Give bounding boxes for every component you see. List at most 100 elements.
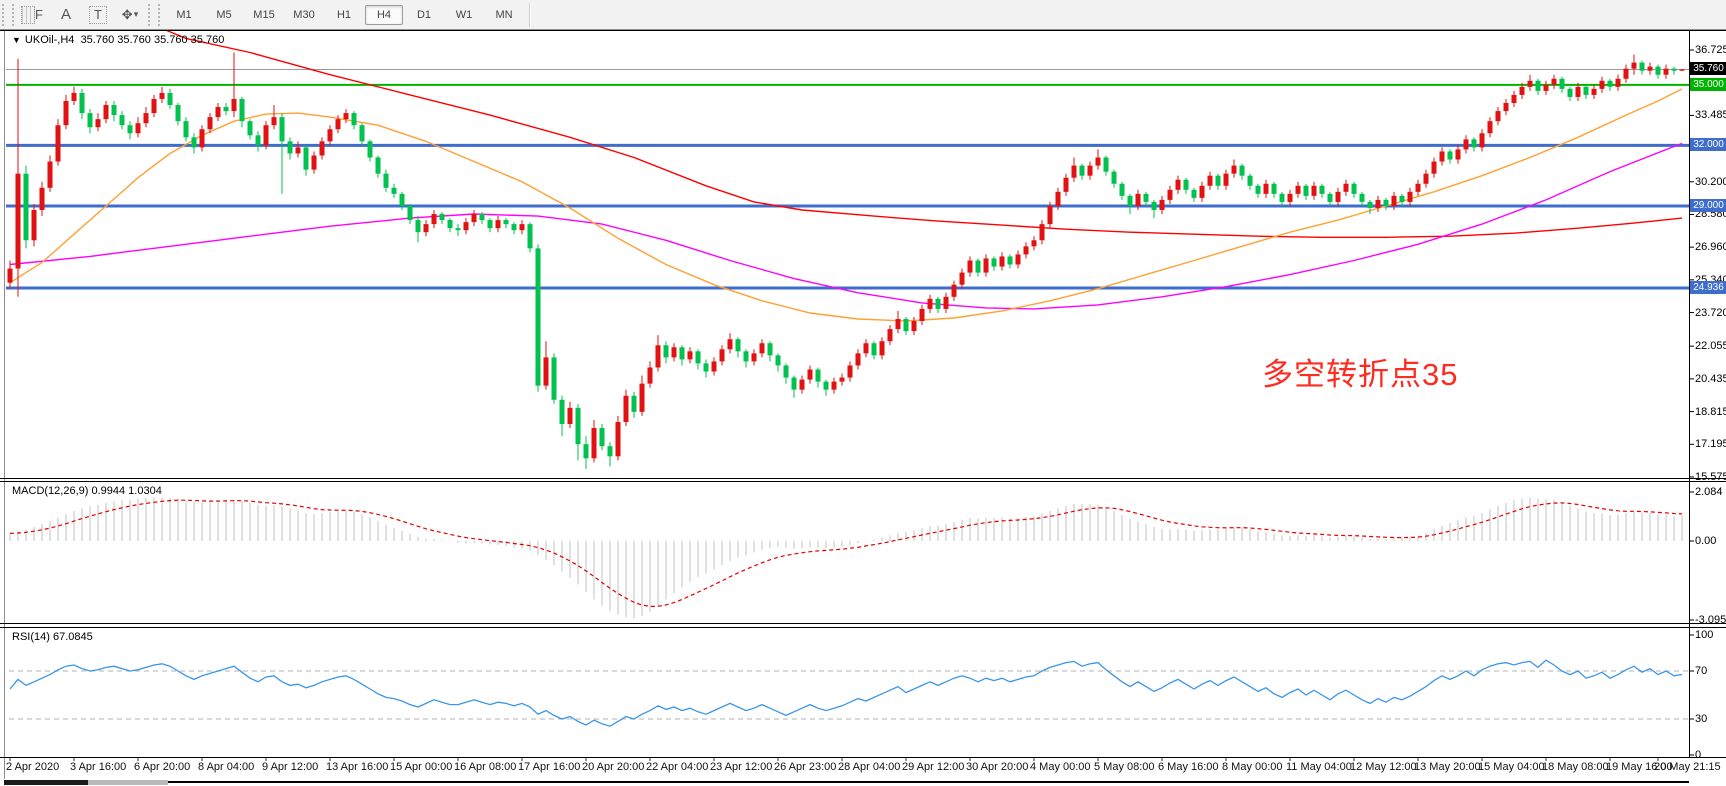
- candle-body: [1295, 185, 1301, 194]
- candle-body: [807, 369, 813, 380]
- candle-body: [1615, 78, 1621, 87]
- candle-body: [1271, 183, 1277, 194]
- candle-body: [63, 100, 69, 126]
- candle-body: [1279, 193, 1285, 202]
- candle-body: [1503, 102, 1509, 112]
- text-box-icon[interactable]: T: [85, 4, 111, 26]
- timeframe-button-m1[interactable]: M1: [176, 8, 192, 21]
- ma-red-slow: [166, 31, 1683, 239]
- candle-body: [207, 117, 213, 130]
- candle-body: [823, 381, 829, 390]
- candle-body: [1559, 78, 1565, 89]
- timeframe-button-m30[interactable]: M30: [293, 8, 315, 21]
- candle-body: [1151, 201, 1157, 210]
- chart-window[interactable]: ▼ UKOil-,H4 35.760 35.760 35.760 35.760 M…: [0, 30, 1726, 786]
- time-tick-label: 6 Apr 20:00: [134, 761, 191, 773]
- timeframe-button-h4[interactable]: H4: [365, 4, 403, 25]
- candle-body: [423, 224, 429, 233]
- price-badge-35.760: 35.760: [1690, 62, 1726, 76]
- candle-body: [1399, 195, 1405, 202]
- candle-body: [455, 228, 461, 231]
- rsi-axis-100: 100: [1695, 629, 1714, 641]
- macd-axis-zero: 0.00: [1695, 535, 1717, 547]
- time-tick-label: 12 May 12:00: [1350, 761, 1417, 773]
- timeframe-button-m15[interactable]: M15: [253, 8, 275, 21]
- candle-body: [1455, 149, 1461, 160]
- scrollbar-track: [168, 781, 1689, 783]
- toolbar-drag-handle[interactable]: [2, 3, 14, 26]
- candle-body: [1679, 69, 1685, 71]
- candle-body: [1239, 165, 1245, 176]
- time-tick-label: 3 Apr 16:00: [70, 761, 127, 773]
- macd-axis-min: -3.0957: [1695, 614, 1726, 626]
- candle-body: [847, 365, 853, 378]
- time-tick-label: 15 May 04:00: [1478, 761, 1545, 773]
- timeframe-button-m5[interactable]: M5: [216, 8, 232, 21]
- macd-signal-line: [9, 499, 1683, 608]
- time-tick-label: 2 Apr 2020: [6, 761, 60, 773]
- candle-body: [1543, 84, 1549, 91]
- timeframe-button-d1[interactable]: D1: [416, 8, 432, 21]
- candle-body: [527, 224, 533, 249]
- label-a-icon[interactable]: A: [60, 6, 71, 23]
- candle-body: [967, 260, 973, 273]
- candle-body: [39, 187, 45, 210]
- chart-canvas[interactable]: [0, 30, 1726, 786]
- candle-body: [575, 407, 581, 445]
- fibo-grid-icon[interactable]: F: [21, 4, 47, 26]
- candle-body: [1647, 66, 1653, 71]
- collapse-triangle-icon[interactable]: ▼: [12, 35, 21, 45]
- candle-body: [1319, 185, 1325, 194]
- timeframe-button-w1[interactable]: W1: [455, 8, 473, 21]
- candle-body: [1055, 191, 1061, 206]
- candle-body: [775, 355, 781, 366]
- candle-body: [1063, 177, 1069, 192]
- candle-body: [879, 341, 885, 356]
- candle-body: [111, 105, 117, 116]
- candle-body: [1423, 173, 1429, 184]
- candle-body: [247, 121, 253, 136]
- dropdown-caret-icon[interactable]: ▾: [133, 9, 139, 19]
- rsi-axis-70: 70: [1695, 665, 1708, 677]
- main-pane[interactable]: [0, 30, 1689, 469]
- candle-body: [343, 113, 349, 120]
- time-tick-label: 8 Apr 04:00: [198, 761, 255, 773]
- candle-body: [383, 173, 389, 188]
- price-tick-label: 36.725: [1695, 44, 1726, 56]
- price-badge-24.936: 24.936: [1690, 281, 1726, 294]
- candle-body: [1599, 80, 1605, 89]
- macd-pane-label: MACD(12,26,9) 0.9944 1.0304: [12, 485, 162, 497]
- candle-body: [1159, 199, 1165, 210]
- timeframe-button-mn[interactable]: MN: [495, 8, 513, 21]
- rsi-line: [9, 659, 1683, 727]
- candle-body: [1335, 191, 1341, 202]
- candle-body: [831, 381, 837, 390]
- candle-body: [183, 121, 189, 138]
- candle-body: [1375, 199, 1381, 208]
- candle-body: [839, 377, 845, 382]
- rsi-pane[interactable]: [0, 659, 1689, 727]
- candle-body: [599, 428, 605, 447]
- candle-body: [1407, 191, 1413, 202]
- candle-body: [815, 369, 821, 382]
- candle-body: [1039, 224, 1045, 241]
- timeframe-button-h1[interactable]: H1: [336, 8, 352, 21]
- candle-body: [887, 329, 893, 342]
- candle-body: [855, 353, 861, 366]
- rsi-value: 67.0845: [52, 631, 93, 643]
- candle-body: [1535, 80, 1541, 91]
- macd-pane[interactable]: [9, 497, 1683, 619]
- candle-body: [943, 296, 949, 309]
- candle-body: [335, 119, 341, 130]
- toolbar-separator: [529, 2, 531, 27]
- text-t-glyph: T: [89, 5, 107, 24]
- symbol-label: UKOil-,H4: [24, 34, 75, 46]
- arrows-tool-icon[interactable]: ✥ ▾: [121, 6, 139, 22]
- toolbar-drag-handle-2[interactable]: [148, 3, 160, 26]
- scrollbar-thumb[interactable]: [88, 780, 168, 785]
- window-left-edge: [4, 31, 5, 779]
- chinese-annotation-text[interactable]: 多空转折点35: [1262, 357, 1459, 392]
- macd-axis-max: 2.084: [1695, 486, 1723, 498]
- candle-body: [1167, 189, 1173, 200]
- candle-body: [519, 224, 525, 231]
